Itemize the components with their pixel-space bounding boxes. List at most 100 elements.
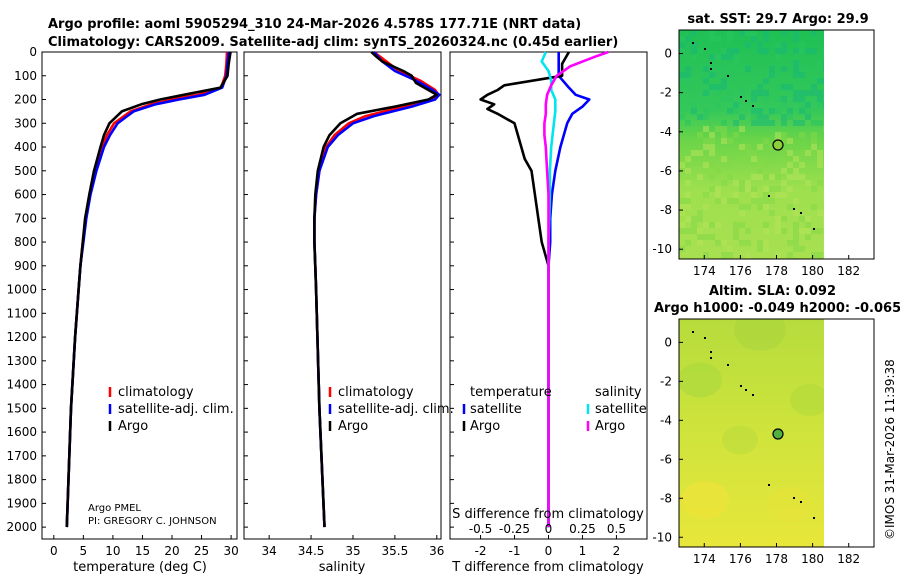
sst-pixel	[811, 30, 817, 36]
sst-pixel	[817, 96, 823, 102]
sst-pixel	[685, 192, 691, 198]
sst-pixel	[751, 150, 757, 156]
series-line-argo	[65, 51, 232, 528]
salinity-x-ticks: 34 34.5 35 35.5 36	[262, 535, 444, 558]
sst-pixel	[697, 114, 703, 120]
sst-pixel	[745, 204, 751, 210]
sst-pixel	[679, 156, 685, 162]
sst-pixel	[775, 186, 781, 192]
sst-pixel	[799, 42, 805, 48]
sst-pixel	[763, 222, 769, 228]
difference-series	[479, 50, 609, 528]
sst-pixel	[697, 132, 703, 138]
sst-pixel	[715, 222, 721, 228]
sst-pixel	[787, 168, 793, 174]
temperature-x-label: temperature (deg C)	[73, 560, 207, 575]
sst-pixel	[805, 180, 811, 186]
sst-pixel	[703, 78, 709, 84]
sst-pixel	[811, 228, 817, 234]
depth-tick-label: 800	[14, 235, 37, 249]
sst-pixel	[775, 108, 781, 114]
sst-pixel	[781, 192, 787, 198]
sst-pixel	[775, 216, 781, 222]
sst-pixel	[703, 108, 709, 114]
sst-pixel	[709, 84, 715, 90]
sst-pixel	[757, 156, 763, 162]
island-dot	[710, 357, 712, 359]
sst-pixel	[793, 222, 799, 228]
island-dot	[710, 62, 712, 64]
sst-islands	[692, 42, 815, 230]
island-dot	[740, 385, 742, 387]
series-line-argo	[313, 51, 439, 528]
x-tick-label: 25	[194, 544, 209, 558]
sst-pixel	[769, 174, 775, 180]
sst-pixel	[697, 174, 703, 180]
sst-pixel	[691, 48, 697, 54]
sst-pixel	[799, 96, 805, 102]
sst-pixel	[703, 204, 709, 210]
sst-pixel	[823, 78, 824, 84]
sst-pixel	[787, 84, 793, 90]
depth-tick-label: 900	[14, 259, 37, 273]
sst-pixel	[727, 252, 733, 258]
legend-satellite-label: satellite-adj. clim.	[338, 402, 454, 417]
legend-temperature-title: temperature	[470, 385, 552, 400]
sst-pixel	[793, 168, 799, 174]
depth-tick-label: 1100	[6, 306, 37, 320]
temperature-legend: climatology satellite-adj. clim. Argo	[108, 385, 234, 434]
sst-pixel	[811, 204, 817, 210]
sst-pixel	[703, 126, 709, 132]
sst-pixel	[799, 174, 805, 180]
sst-pixel	[823, 246, 824, 252]
sst-pixel	[685, 36, 691, 42]
sst-pixel	[709, 234, 715, 240]
sst-pixel	[805, 108, 811, 114]
sst-pixel	[733, 102, 739, 108]
island-dot	[752, 394, 754, 396]
legend-climatology-label: climatology	[118, 385, 194, 400]
depth-tick-label: 300	[14, 116, 37, 130]
sst-argo-marker	[772, 139, 784, 151]
sst-pixel	[739, 156, 745, 162]
sst-pixel	[763, 36, 769, 42]
sst-pixel	[727, 36, 733, 42]
sst-pixel	[799, 246, 805, 252]
sst-pixel	[787, 240, 793, 246]
sst-pixel	[775, 222, 781, 228]
sst-pixel	[709, 186, 715, 192]
map-x-tick-label: 174	[693, 552, 716, 566]
sst-pixel	[793, 48, 799, 54]
sst-pixel	[793, 228, 799, 234]
sst-pixel	[817, 210, 823, 216]
sst-pixel	[739, 30, 745, 36]
island-dot	[745, 389, 747, 391]
sst-axis-ticks: 174 176 178 180 182 0 -2 -4 -6 -8 -10	[652, 46, 860, 278]
sst-pixel	[685, 168, 691, 174]
depth-tick-label: 600	[14, 188, 37, 202]
depth-tick-label: 2000	[6, 520, 37, 534]
legend-climatology-label: climatology	[338, 385, 414, 400]
sst-pixel	[685, 72, 691, 78]
sst-pixel	[721, 84, 727, 90]
map-x-tick-label: 176	[729, 264, 752, 278]
sst-pixel	[745, 144, 751, 150]
sst-pixel	[691, 222, 697, 228]
sst-pixel	[805, 102, 811, 108]
sst-pixel	[817, 252, 823, 258]
x-tick-label: 34	[262, 544, 277, 558]
sst-pixel	[811, 78, 817, 84]
depth-tick-label: 0	[29, 45, 37, 59]
sst-pixel	[679, 222, 685, 228]
sla-blob	[681, 480, 729, 520]
sst-pixel	[733, 108, 739, 114]
sst-pixel	[739, 186, 745, 192]
difference-x-ticks: -2 -1 0 1 2	[475, 535, 620, 558]
sla-blob	[734, 319, 786, 351]
sst-pixel	[799, 48, 805, 54]
island-dot	[710, 351, 712, 353]
sst-pixel	[715, 240, 721, 246]
sst-pixel	[811, 84, 817, 90]
legend-t-argo-label: Argo	[470, 419, 500, 434]
sst-pixel	[703, 138, 709, 144]
